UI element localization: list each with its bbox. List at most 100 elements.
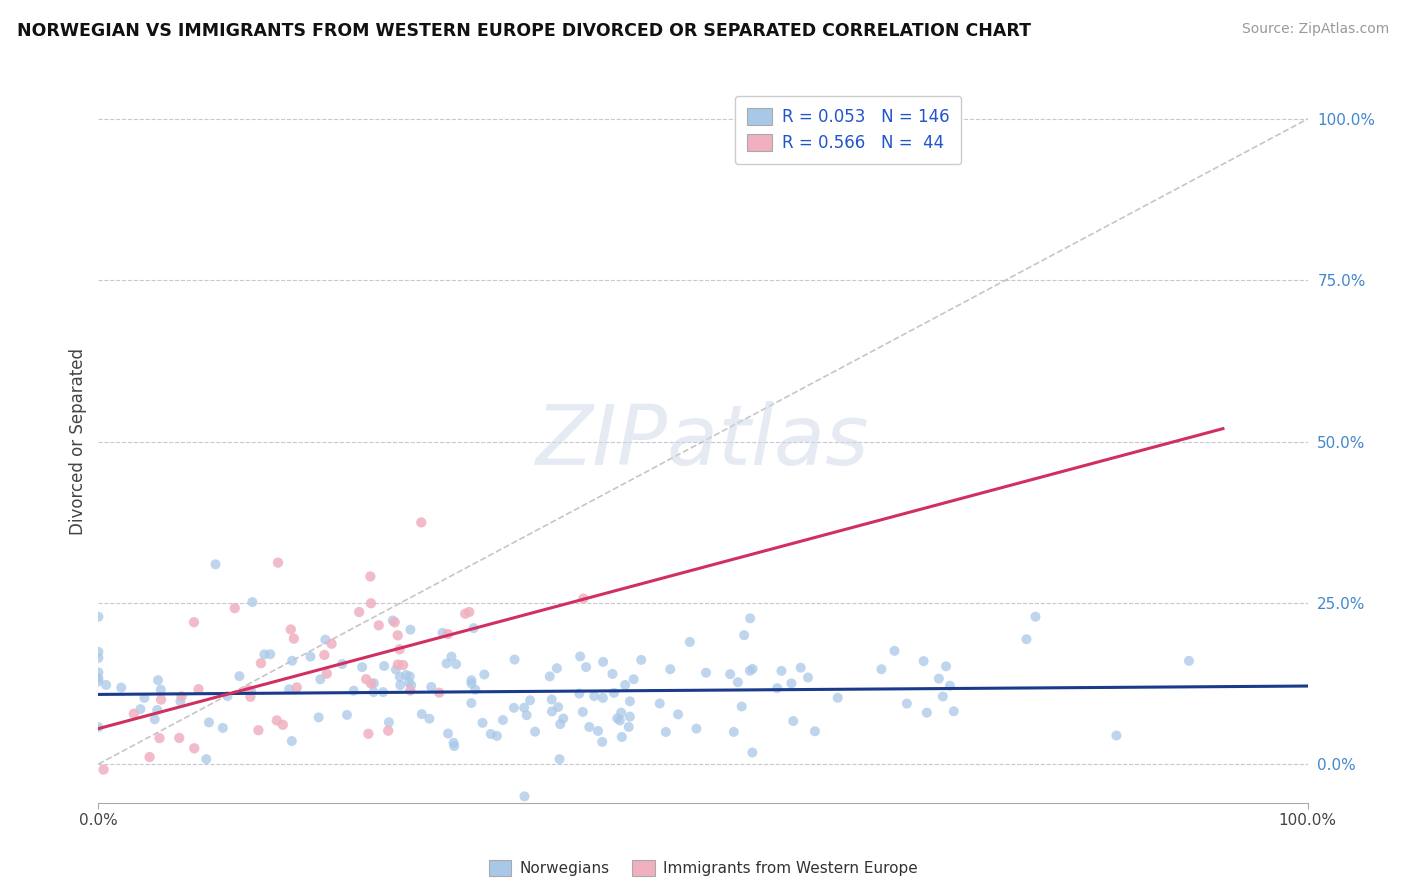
Point — [741, 746, 763, 760]
Point — [789, 661, 811, 675]
Point — [458, 605, 481, 619]
Point — [770, 664, 793, 678]
Point — [94, 678, 117, 692]
Point — [204, 558, 226, 572]
Point — [377, 723, 399, 738]
Point — [602, 667, 624, 681]
Legend: Norwegians, Immigrants from Western Europe: Norwegians, Immigrants from Western Euro… — [482, 854, 924, 882]
Point — [463, 621, 485, 635]
Point — [122, 706, 145, 721]
Point — [278, 682, 301, 697]
Point — [343, 683, 366, 698]
Point — [87, 674, 110, 689]
Point — [228, 669, 250, 683]
Point — [148, 731, 170, 746]
Point — [387, 628, 409, 642]
Point — [250, 657, 273, 671]
Point — [619, 709, 641, 723]
Point — [146, 703, 169, 717]
Point — [87, 651, 110, 665]
Point — [524, 724, 547, 739]
Point — [239, 690, 262, 704]
Point — [314, 648, 336, 662]
Point — [392, 657, 415, 672]
Point — [883, 644, 905, 658]
Point — [198, 715, 221, 730]
Point — [110, 681, 132, 695]
Point — [471, 715, 494, 730]
Point — [553, 712, 575, 726]
Point — [354, 672, 377, 686]
Point — [217, 689, 239, 703]
Point — [271, 718, 294, 732]
Point — [586, 723, 609, 738]
Point — [472, 667, 495, 681]
Point — [928, 672, 950, 686]
Point — [146, 673, 169, 688]
Point — [444, 657, 467, 672]
Point — [548, 752, 571, 766]
Point — [363, 676, 385, 690]
Point — [738, 664, 761, 678]
Point — [129, 702, 152, 716]
Point — [399, 683, 422, 698]
Point — [309, 673, 332, 687]
Point — [540, 692, 562, 706]
Point — [655, 725, 678, 739]
Point — [592, 655, 614, 669]
Point — [780, 676, 803, 690]
Point — [454, 607, 477, 621]
Point — [516, 708, 538, 723]
Point — [267, 556, 290, 570]
Point — [259, 647, 281, 661]
Point — [437, 627, 460, 641]
Point — [138, 750, 160, 764]
Point — [224, 601, 246, 615]
Point — [321, 637, 343, 651]
Point — [1024, 609, 1046, 624]
Point — [411, 516, 433, 530]
Point — [211, 721, 233, 735]
Point — [603, 686, 626, 700]
Point — [240, 684, 263, 698]
Point — [315, 666, 337, 681]
Point — [619, 694, 641, 708]
Point — [347, 605, 370, 619]
Point — [541, 705, 564, 719]
Point — [150, 692, 173, 706]
Y-axis label: Divorced or Separated: Divorced or Separated — [69, 348, 87, 535]
Point — [359, 569, 381, 583]
Point — [766, 681, 789, 696]
Point — [1015, 632, 1038, 647]
Point — [87, 720, 110, 734]
Point — [247, 723, 270, 738]
Point — [427, 686, 450, 700]
Point — [568, 686, 591, 700]
Point — [398, 669, 420, 683]
Point — [381, 614, 404, 628]
Point — [546, 661, 568, 675]
Point — [167, 731, 190, 745]
Point — [399, 623, 422, 637]
Point — [436, 657, 458, 671]
Point — [420, 680, 443, 694]
Point — [363, 685, 385, 699]
Point — [170, 690, 193, 704]
Point — [432, 625, 454, 640]
Point — [460, 676, 482, 690]
Point — [280, 623, 302, 637]
Point — [513, 700, 536, 714]
Point — [870, 662, 893, 676]
Point — [609, 714, 631, 728]
Text: NORWEGIAN VS IMMIGRANTS FROM WESTERN EUROPE DIVORCED OR SEPARATED CORRELATION CH: NORWEGIAN VS IMMIGRANTS FROM WESTERN EUR… — [17, 22, 1031, 40]
Point — [395, 668, 418, 682]
Point — [479, 727, 502, 741]
Point — [718, 667, 741, 681]
Point — [388, 670, 411, 684]
Point — [187, 682, 209, 697]
Point — [679, 635, 702, 649]
Point — [797, 671, 820, 685]
Point — [547, 700, 569, 714]
Point — [939, 679, 962, 693]
Point — [912, 654, 935, 668]
